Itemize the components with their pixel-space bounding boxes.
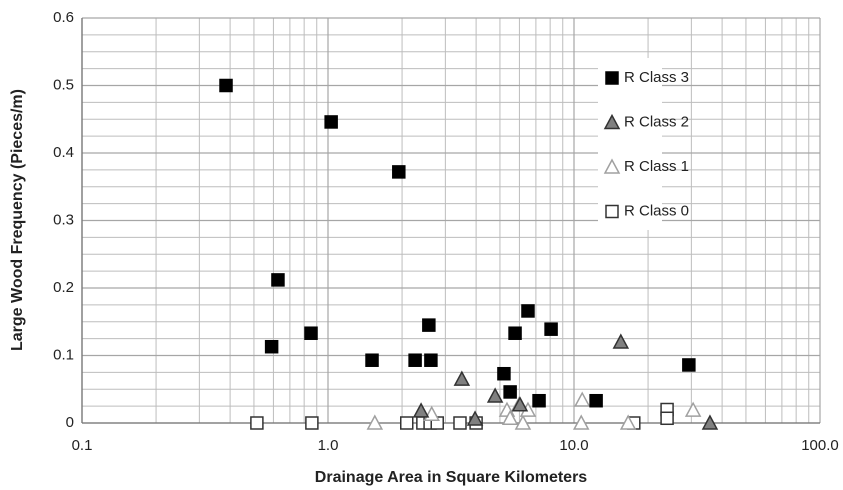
y-axis-title: Large Wood Frequency (Pieces/m) bbox=[9, 89, 26, 351]
triangle-marker bbox=[573, 391, 591, 407]
legend-label: R Class 1 bbox=[624, 158, 689, 175]
triangle-marker bbox=[514, 414, 532, 430]
legend-label: R Class 0 bbox=[624, 202, 689, 219]
square-marker bbox=[589, 393, 603, 408]
square-marker bbox=[324, 115, 338, 129]
y-tick-label: 0.3 bbox=[53, 211, 74, 228]
square-marker bbox=[264, 339, 279, 354]
y-tick-label: 0.5 bbox=[53, 76, 74, 93]
triangle-marker bbox=[701, 414, 719, 430]
triangle-marker bbox=[412, 402, 430, 418]
triangle-marker bbox=[603, 113, 621, 130]
square-marker bbox=[400, 416, 414, 430]
triangle-marker bbox=[684, 401, 702, 417]
square-marker bbox=[392, 165, 406, 179]
triangle-marker bbox=[486, 387, 504, 403]
square-marker bbox=[497, 366, 511, 381]
square-marker bbox=[660, 411, 674, 426]
square-marker bbox=[305, 416, 319, 430]
square-marker bbox=[532, 393, 546, 408]
square-marker bbox=[219, 78, 233, 93]
y-tick-label: 0.2 bbox=[53, 279, 74, 296]
x-tick-label: 0.1 bbox=[72, 437, 93, 454]
triangle-marker bbox=[572, 414, 590, 430]
y-tick-label: 0.1 bbox=[53, 346, 74, 363]
square-marker bbox=[544, 322, 558, 336]
legend-label: R Class 2 bbox=[624, 113, 689, 130]
y-tick-label: 0.4 bbox=[53, 144, 74, 161]
legend: R Class 3 R Class 2 R Class 1 R Class 0 bbox=[598, 58, 689, 230]
square-marker bbox=[365, 353, 379, 367]
square-marker bbox=[605, 71, 619, 85]
square-marker bbox=[453, 416, 467, 430]
square-marker bbox=[304, 326, 318, 340]
square-marker bbox=[408, 353, 422, 367]
y-tick-label: 0 bbox=[66, 414, 74, 431]
x-tick-label: 100.0 bbox=[801, 437, 839, 454]
triangle-marker bbox=[466, 410, 484, 426]
square-marker bbox=[271, 273, 285, 287]
x-tick-label: 10.0 bbox=[559, 437, 588, 454]
square-marker bbox=[508, 326, 522, 340]
legend-label: R Class 3 bbox=[624, 69, 689, 86]
triangle-marker bbox=[453, 370, 471, 386]
square-marker bbox=[422, 318, 436, 332]
triangle-marker bbox=[501, 409, 519, 426]
square-marker bbox=[521, 304, 535, 318]
x-axis-title: Drainage Area in Square Kilometers bbox=[315, 469, 587, 486]
square-marker bbox=[605, 204, 619, 219]
triangle-marker bbox=[619, 414, 637, 430]
x-tick-label: 1.0 bbox=[318, 437, 339, 454]
square-marker bbox=[682, 358, 696, 372]
triangle-marker bbox=[603, 158, 621, 174]
square-marker bbox=[424, 353, 438, 367]
square-marker bbox=[503, 385, 517, 399]
triangle-marker bbox=[366, 414, 384, 430]
square-marker bbox=[250, 416, 264, 430]
triangle-marker bbox=[511, 396, 529, 412]
triangle-marker bbox=[612, 333, 630, 349]
legend-box bbox=[598, 58, 662, 230]
y-tick-label: 0.6 bbox=[53, 9, 74, 26]
